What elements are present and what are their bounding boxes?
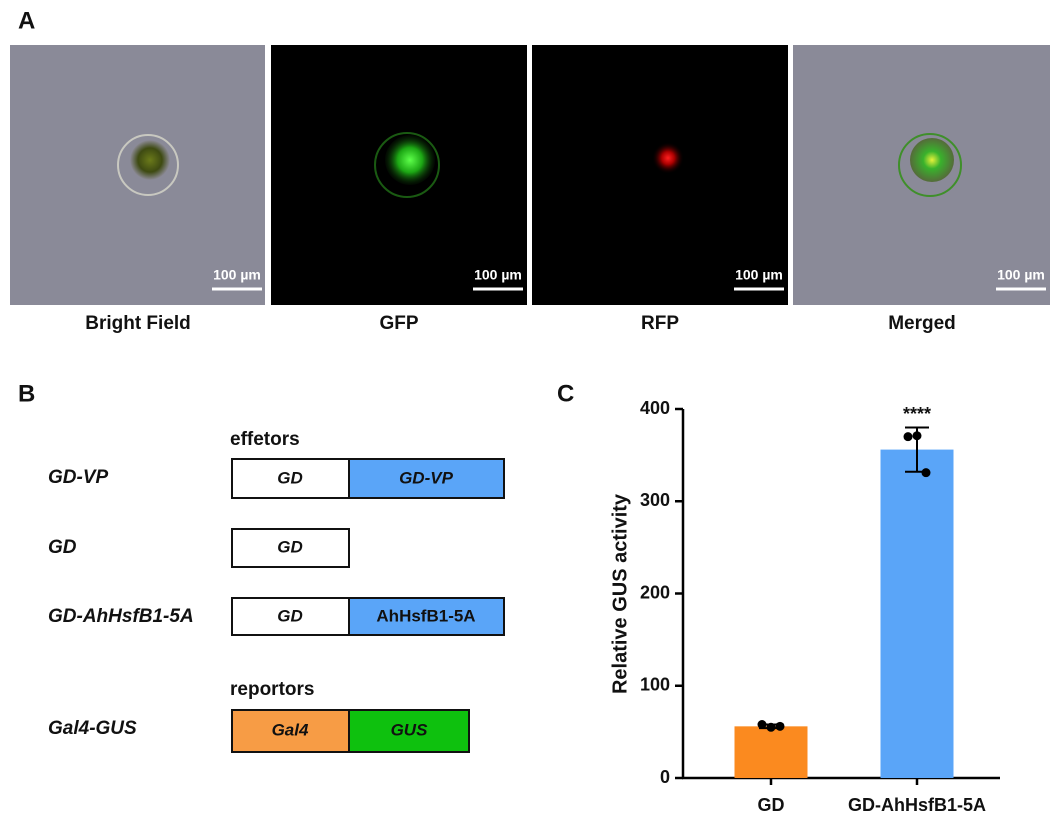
- construct-name: GD-AhHsfB1-5A: [48, 606, 194, 627]
- scale-label: 100 µm: [997, 267, 1045, 283]
- significance: ****: [903, 404, 931, 424]
- data-point: [912, 431, 922, 441]
- construct-name: GD-VP: [48, 467, 109, 488]
- scale-label: 100 µm: [474, 267, 522, 283]
- data-point: [766, 722, 776, 732]
- bar: [880, 449, 954, 778]
- box-label: AhHsfB1-5A: [376, 606, 475, 625]
- y-tick-label: 200: [640, 582, 670, 602]
- y-tick-label: 0: [660, 767, 670, 787]
- image-label: Merged: [888, 313, 956, 334]
- scale-label: 100 µm: [213, 267, 261, 283]
- construct-name: GD: [48, 537, 77, 558]
- image-bright: [10, 45, 265, 305]
- x-tick-label: GD-AhHsfB1-5A: [848, 795, 986, 815]
- data-point: [903, 432, 913, 442]
- chart: 0 100 200 300 400 GD GD-AhHsfB1-5A ****: [640, 398, 1000, 815]
- section-header: reportors: [230, 679, 314, 700]
- box-label: GD: [277, 606, 303, 625]
- image-label: Bright Field: [85, 313, 191, 334]
- panel-letter: C: [557, 380, 574, 407]
- construct-boxes: [231, 458, 505, 753]
- data-point: [921, 468, 931, 478]
- y-axis-label: Relative GUS activity: [609, 493, 631, 694]
- y-tick-label: 400: [640, 398, 670, 418]
- x-tick-label: GD: [758, 795, 785, 815]
- data-point: [775, 721, 785, 731]
- section-header: effetors: [230, 429, 300, 450]
- y-tick-label: 100: [640, 675, 670, 695]
- image-label: GFP: [379, 313, 418, 334]
- image-gfp: [271, 45, 527, 305]
- scale-label: 100 µm: [735, 267, 783, 283]
- construct-name: Gal4-GUS: [48, 718, 137, 739]
- box-label: GD: [277, 468, 303, 487]
- bar: [734, 726, 808, 778]
- image-rfp: [532, 45, 788, 305]
- box-label: GD: [277, 537, 303, 556]
- box-label: GD-VP: [399, 468, 454, 487]
- panel-letter: B: [18, 380, 35, 407]
- image-merged: [793, 45, 1050, 305]
- y-tick-label: 300: [640, 490, 670, 510]
- box-label: GUS: [391, 720, 429, 739]
- image-label: RFP: [641, 313, 679, 334]
- panel-letter: A: [18, 7, 35, 34]
- data-point: [757, 719, 767, 729]
- box-label: Gal4: [272, 720, 309, 739]
